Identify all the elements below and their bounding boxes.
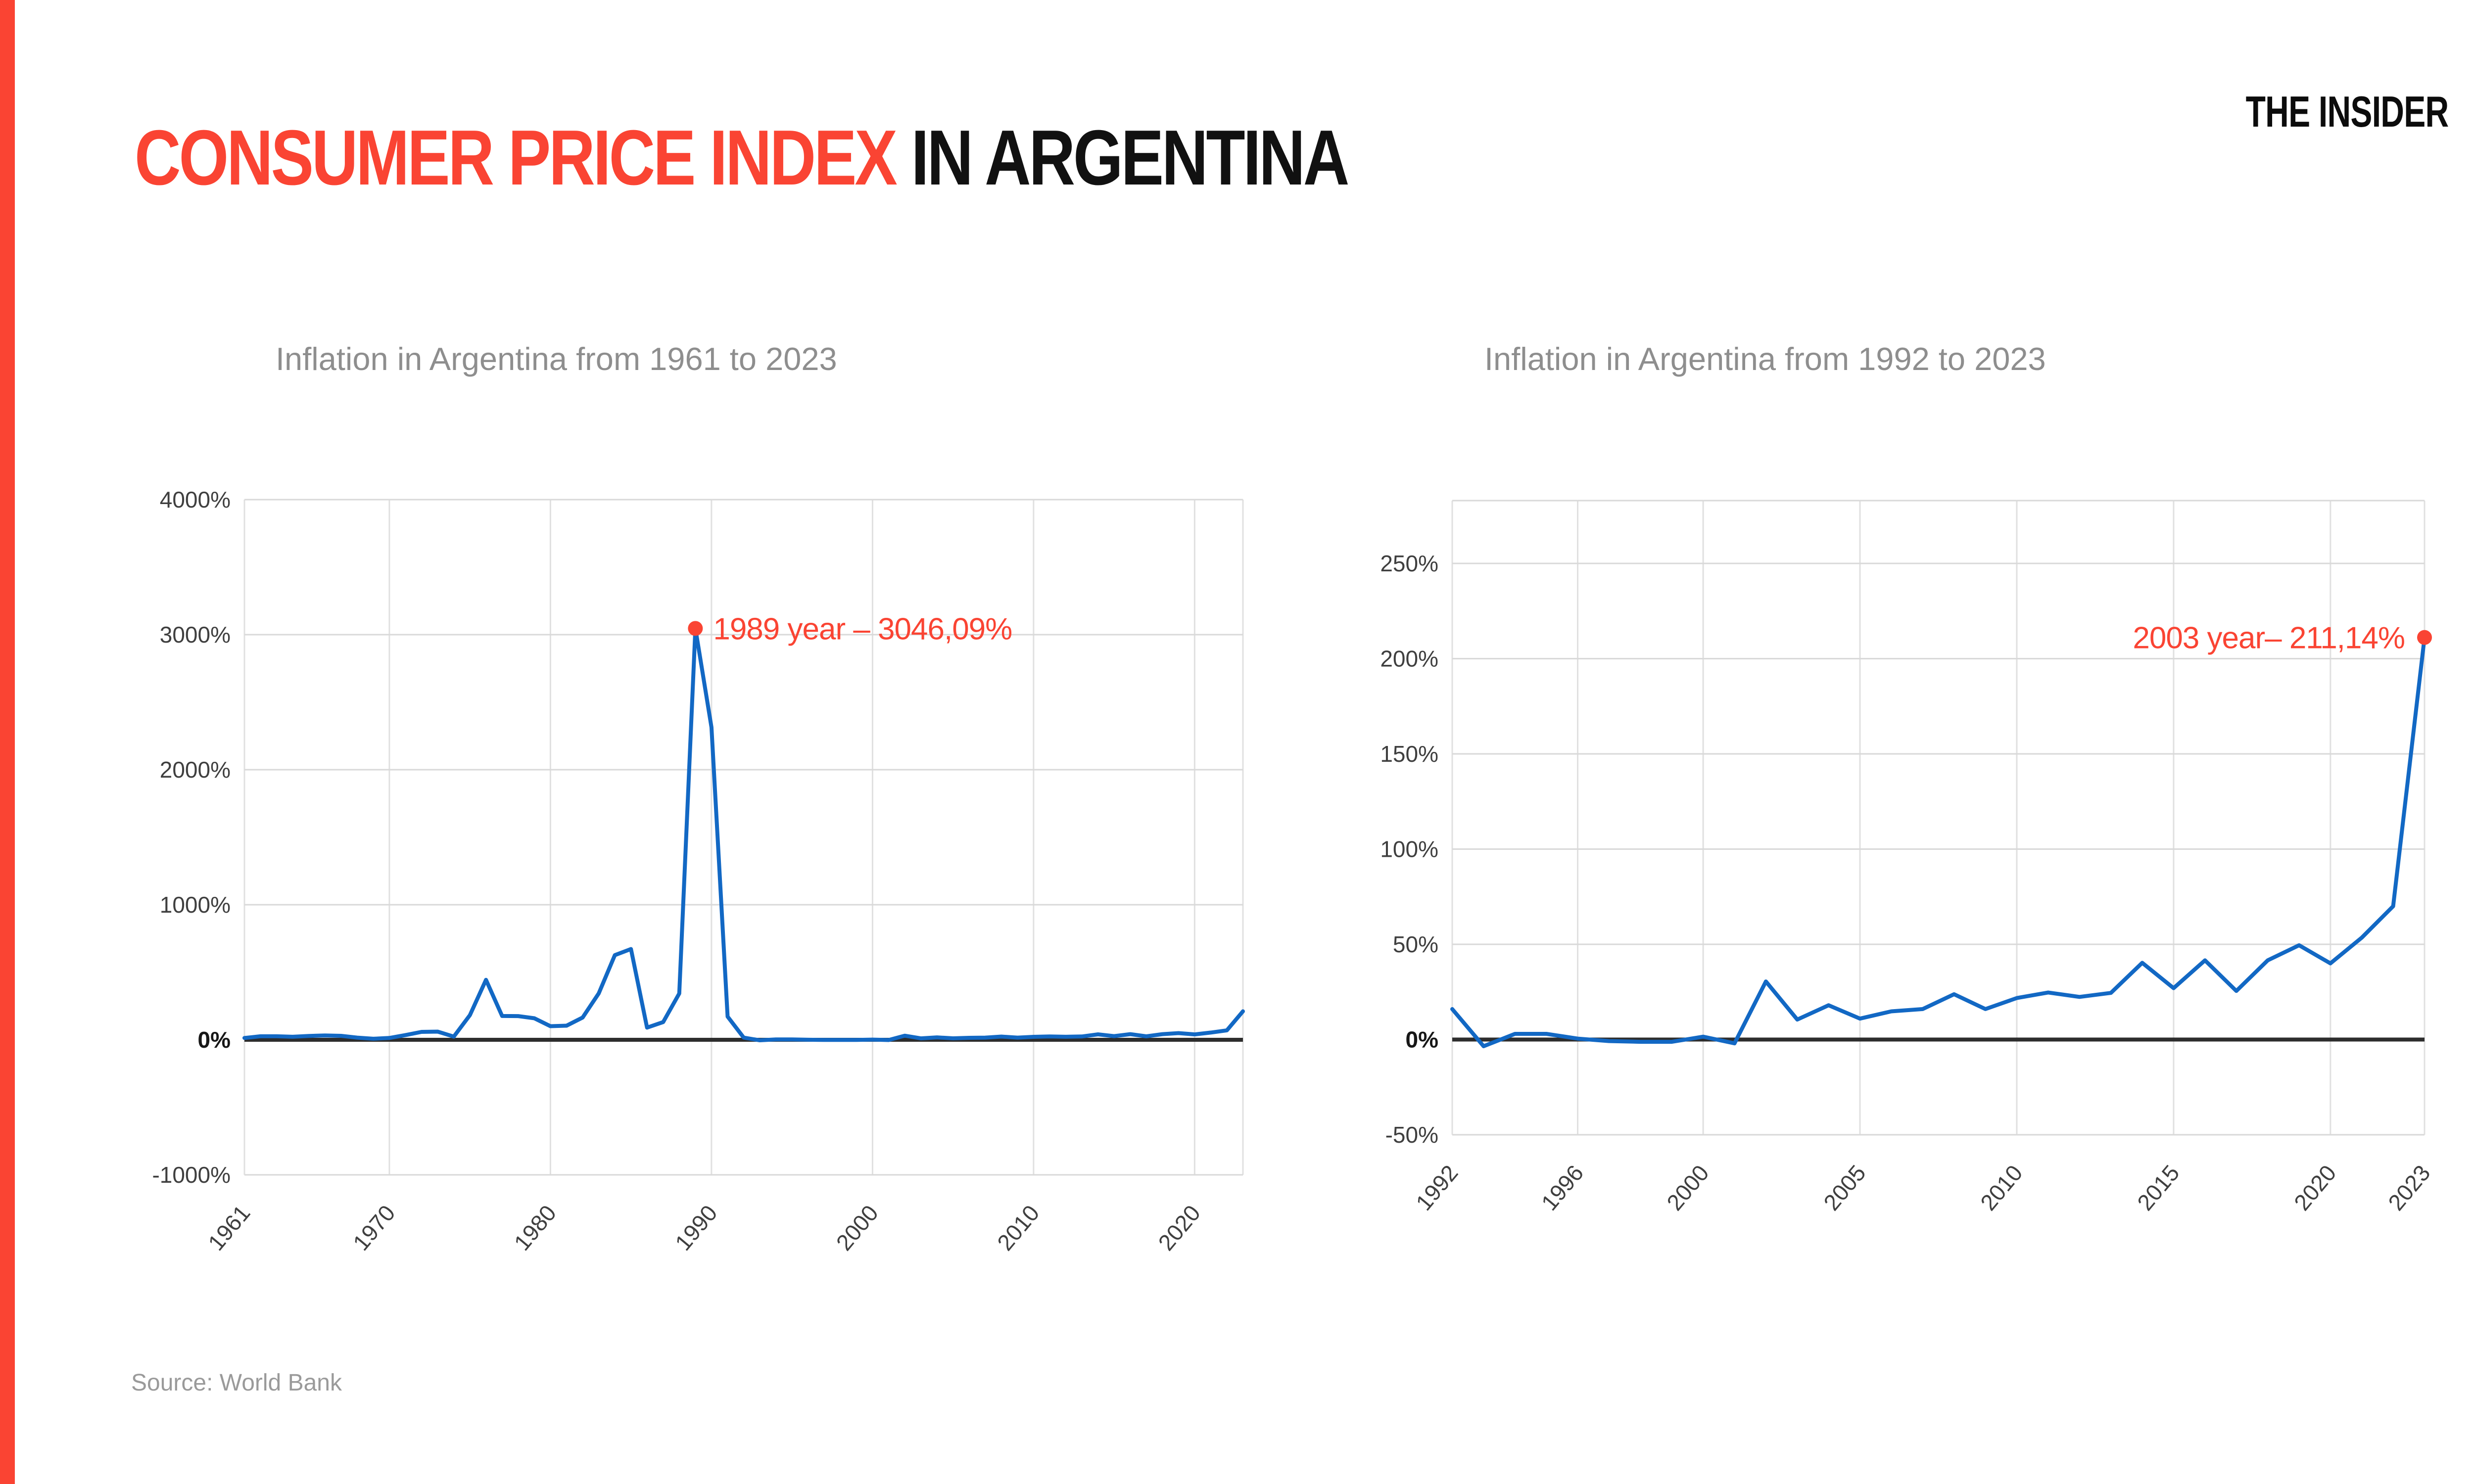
x-tick-label: 2020 — [1153, 1200, 1205, 1255]
source-note: Source: World Bank — [131, 1370, 342, 1396]
y-tick-label: 150% — [1380, 741, 1438, 767]
accent-bar — [0, 0, 15, 1484]
chart-1961-2023: 1989 year – 3046,09% 4000% 3000% 2000% 1000%… — [152, 487, 1245, 1255]
y-tick-label: 0% — [198, 1027, 231, 1053]
y-tick-label: 100% — [1380, 836, 1438, 862]
x-tick-label: 2005 — [1818, 1160, 1871, 1215]
y-tick-label: 200% — [1380, 646, 1438, 672]
x-tick-label: 2015 — [2132, 1160, 2185, 1215]
page-title-rest: IN ARGENTINA — [895, 114, 1350, 201]
peak-annotation: 1989 year – 3046,09% — [713, 612, 1012, 646]
x-tick-label: 1970 — [348, 1200, 400, 1255]
x-tick-label: 2020 — [2289, 1160, 2341, 1215]
y-tick-label: 4000% — [160, 487, 231, 512]
y-tick-label: 0% — [1406, 1027, 1438, 1053]
x-tick-label: 2023 — [2383, 1160, 2435, 1215]
page-title: CONSUMER PRICE INDEX IN ARGENTINA — [135, 119, 1349, 197]
x-tick-label: 2000 — [831, 1200, 883, 1255]
y-tick-label: -50% — [1385, 1122, 1438, 1148]
x-tick-label: 1990 — [670, 1200, 722, 1255]
peak-marker-dot — [688, 621, 703, 636]
y-tick-label: 2000% — [160, 757, 231, 783]
x-tick-label: 1961 — [203, 1200, 255, 1255]
brand-logo: THE INSIDER — [2245, 87, 2449, 136]
inflation-line — [242, 626, 1245, 1042]
y-tick-label: 1000% — [160, 892, 231, 918]
x-tick-label: 2010 — [992, 1200, 1045, 1255]
y-tick-label: 3000% — [160, 622, 231, 648]
x-tick-label: 1992 — [1411, 1160, 1463, 1215]
peak-marker-dot — [2417, 630, 2432, 645]
x-tick-label: 1980 — [509, 1200, 561, 1255]
y-tick-label: -1000% — [152, 1162, 231, 1188]
y-tick-label: 50% — [1393, 931, 1438, 957]
x-tick-label: 1996 — [1536, 1160, 1589, 1215]
inflation-line — [1450, 635, 2426, 1048]
x-tick-label: 2000 — [1662, 1160, 1714, 1215]
y-tick-label: 250% — [1380, 551, 1438, 576]
x-tick-label: 2010 — [1975, 1160, 2028, 1215]
left-chart-title: Inflation in Argentina from 1961 to 2023 — [276, 341, 837, 377]
page-title-highlight: CONSUMER PRICE INDEX — [135, 114, 898, 201]
right-chart-title: Inflation in Argentina from 1992 to 2023 — [1484, 341, 2046, 377]
peak-annotation: 2003 year– 211,14% — [2133, 621, 2405, 655]
chart-1992-2023: 2003 year– 211,14% 250% 200% 150% 100% 50% 0% -… — [1380, 500, 2435, 1215]
